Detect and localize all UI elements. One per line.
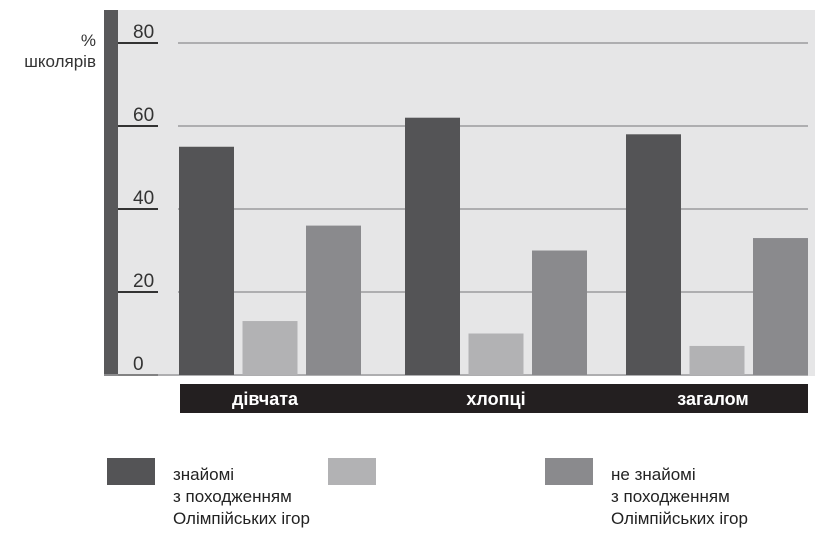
bar-загалом-1 — [689, 345, 745, 375]
y-tick-label-60: 60 — [133, 105, 154, 126]
legend-label-known: знайомі з походженням Олімпійських ігор — [173, 465, 310, 528]
legend-swatch-unknown — [545, 458, 593, 485]
y-axis-label: % школярів — [0, 30, 96, 72]
bar-дівчата-2 — [306, 225, 361, 375]
legend-swatch-middle — [328, 458, 376, 485]
y-tick-label-0: 0 — [133, 354, 144, 375]
bar-дівчата-1 — [242, 321, 298, 375]
category-band — [180, 384, 808, 413]
y-tick-label-40: 40 — [133, 188, 154, 209]
bar-хлопці-2 — [532, 250, 587, 375]
legend-label-unknown: не знайомі з походженням Олімпійських іг… — [611, 465, 748, 528]
category-label-загалом: загалом — [677, 389, 749, 409]
bar-хлопці-0 — [405, 117, 460, 375]
y-axis-label-line-1: % — [80, 31, 96, 50]
y-tick-label-80: 80 — [133, 22, 154, 43]
bar-хлопці-1 — [468, 333, 524, 375]
y-axis-band — [104, 10, 118, 376]
y-tick-label-20: 20 — [133, 271, 154, 292]
category-label-хлопці: хлопці — [466, 389, 525, 409]
y-axis-label-line-2: школярів — [24, 52, 96, 71]
legend-swatch-known — [107, 458, 155, 485]
category-label-дівчата: дівчата — [232, 389, 299, 409]
bar-загалом-0 — [626, 134, 681, 375]
bar-дівчата-0 — [179, 146, 234, 375]
bar-загалом-2 — [753, 238, 808, 375]
